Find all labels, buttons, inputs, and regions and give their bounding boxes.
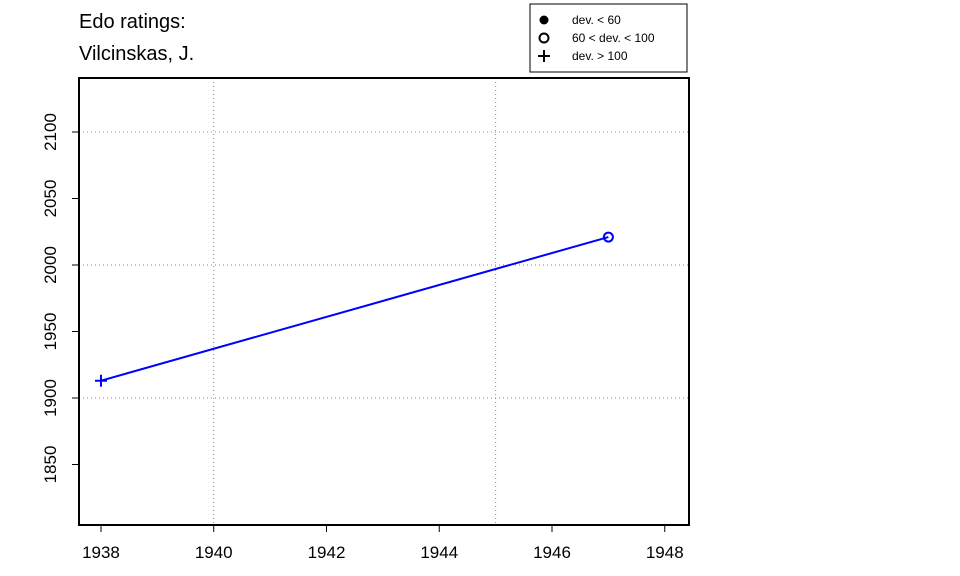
series-line (100, 236, 609, 382)
x-tick-label: 1940 (195, 543, 233, 562)
chart-subtitle: Vilcinskas, J. (79, 43, 194, 65)
marker-dot (539, 15, 549, 25)
plot-frame (78, 77, 690, 526)
y-tick-label: 1850 (41, 446, 60, 484)
x-tick-label: 1944 (420, 543, 458, 562)
marker-plus (538, 50, 550, 62)
legend-label: 60 < dev. < 100 (572, 31, 655, 45)
marker-circle (602, 231, 614, 243)
legend-box (529, 3, 688, 73)
marker-plus (94, 374, 107, 387)
x-tick-label: 1946 (533, 543, 571, 562)
legend-label: dev. > 100 (572, 49, 628, 63)
x-tick-label: 1942 (308, 543, 346, 562)
x-tick-label: 1938 (82, 543, 120, 562)
y-tick-label: 2100 (41, 113, 60, 151)
y-tick-label: 1950 (41, 313, 60, 351)
x-tick-label: 1948 (646, 543, 684, 562)
y-tick-label: 1900 (41, 379, 60, 417)
chart-title: Edo ratings: (79, 11, 186, 33)
y-tick-label: 2050 (41, 180, 60, 218)
marker-circle (538, 32, 550, 44)
y-tick-label: 2000 (41, 246, 60, 284)
legend-label: dev. < 60 (572, 13, 621, 27)
